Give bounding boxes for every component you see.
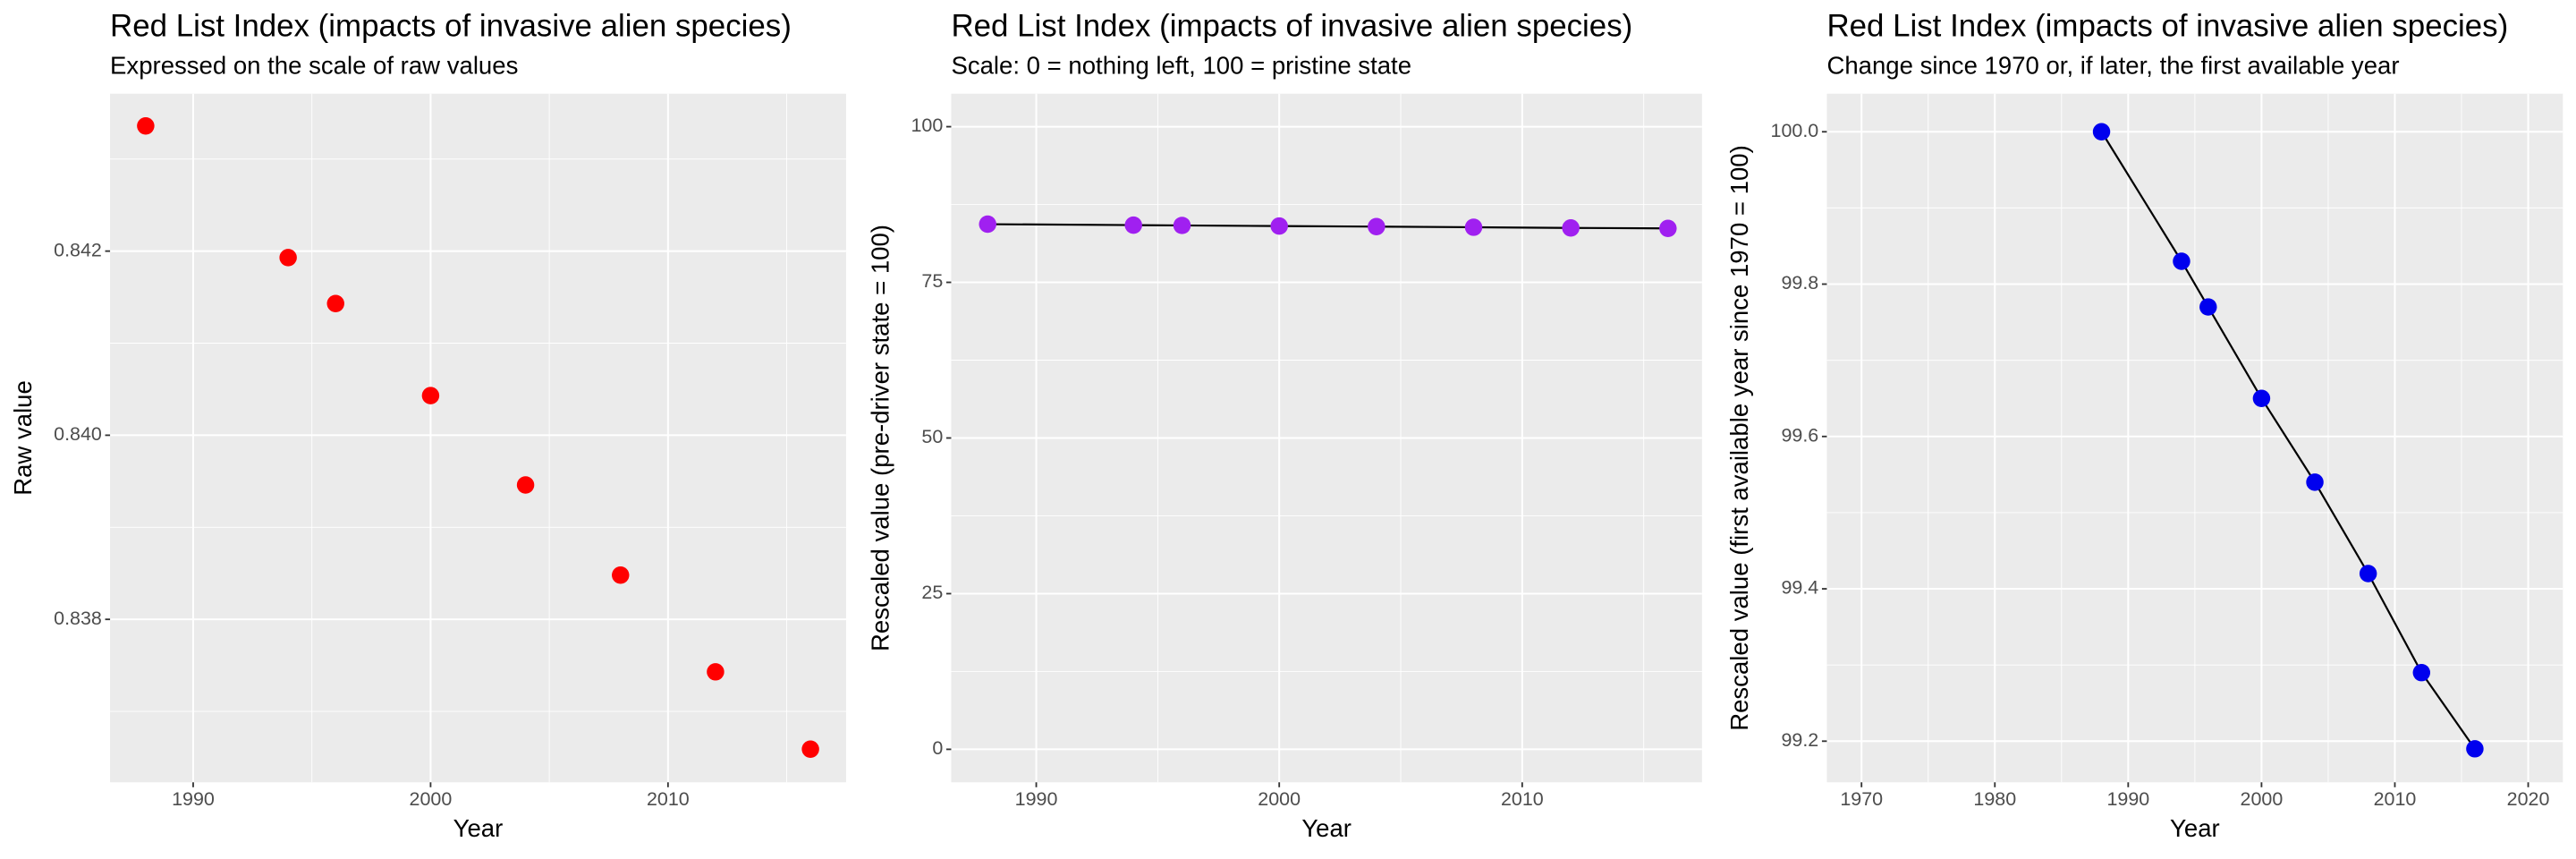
- x-tick-label: 1990: [1015, 788, 1058, 810]
- point: [2173, 252, 2190, 270]
- point: [2199, 298, 2217, 316]
- point: [612, 566, 630, 584]
- point: [1464, 218, 1483, 236]
- y-axis-title: Raw value: [9, 380, 37, 496]
- point: [1659, 219, 1677, 238]
- y-tick-label: 25: [921, 582, 943, 603]
- x-axis-title: Year: [2170, 814, 2220, 842]
- y-tick-label: 0.842: [54, 239, 102, 260]
- y-tick-label: 99.2: [1781, 729, 1818, 751]
- x-tick-label: 1970: [1840, 788, 1883, 810]
- chart-subtitle: Scale: 0 = nothing left, 100 = pristine …: [951, 52, 1411, 80]
- x-tick-label: 2000: [410, 788, 453, 810]
- chart-title: Red List Index (impacts of invasive alie…: [951, 8, 1632, 43]
- x-axis-title: Year: [1301, 814, 1352, 842]
- x-tick-label: 1980: [1973, 788, 2016, 810]
- x-tick-label: 2020: [2507, 788, 2550, 810]
- chart-title: Red List Index (impacts of invasive alie…: [110, 8, 792, 43]
- point: [979, 215, 996, 234]
- point: [1368, 217, 1385, 235]
- point: [279, 249, 297, 267]
- point: [2306, 473, 2324, 491]
- panel: [110, 93, 846, 783]
- x-tick-label: 2010: [1501, 788, 1544, 810]
- point: [1562, 218, 1580, 237]
- y-tick-label: 0.840: [54, 423, 102, 445]
- point: [707, 663, 724, 681]
- point: [1173, 217, 1191, 234]
- y-tick-label: 0.838: [54, 608, 102, 629]
- y-tick-label: 100: [911, 115, 943, 136]
- point: [421, 387, 440, 404]
- point: [137, 116, 155, 135]
- point: [1270, 217, 1288, 235]
- line: [2100, 131, 2476, 750]
- chart-subtitle: Expressed on the scale of raw values: [110, 52, 518, 80]
- chart-title: Red List Index (impacts of invasive alie…: [1826, 8, 2508, 43]
- y-axis-title: Rescaled value (first available year sin…: [1725, 145, 1753, 731]
- point: [801, 740, 819, 758]
- y-tick-label: 75: [921, 270, 943, 292]
- x-axis-title: Year: [453, 814, 504, 842]
- x-tick-label: 2000: [2241, 788, 2284, 810]
- chart-subtitle: Change since 1970 or, if later, the firs…: [1826, 52, 2399, 80]
- x-tick-label: 2010: [2374, 788, 2417, 810]
- x-tick-label: 1990: [2106, 788, 2149, 810]
- point: [2466, 740, 2484, 758]
- point: [1124, 216, 1142, 234]
- x-tick-label: 2000: [1258, 788, 1301, 810]
- y-tick-label: 99.4: [1781, 577, 1818, 599]
- point: [516, 476, 535, 494]
- y-tick-label: 0: [932, 737, 943, 759]
- point: [2412, 663, 2431, 682]
- y-tick-label: 99.8: [1781, 272, 1818, 293]
- y-tick-label: 100.0: [1771, 120, 1819, 141]
- point: [2359, 565, 2377, 583]
- point: [326, 294, 344, 313]
- x-tick-label: 2010: [647, 788, 690, 810]
- point: [2092, 123, 2111, 140]
- x-tick-label: 1990: [172, 788, 215, 810]
- y-axis-title: Rescaled value (pre-driver state = 100): [867, 225, 894, 651]
- point: [2252, 389, 2271, 407]
- y-tick-label: 99.6: [1781, 424, 1818, 446]
- y-tick-label: 50: [921, 426, 943, 447]
